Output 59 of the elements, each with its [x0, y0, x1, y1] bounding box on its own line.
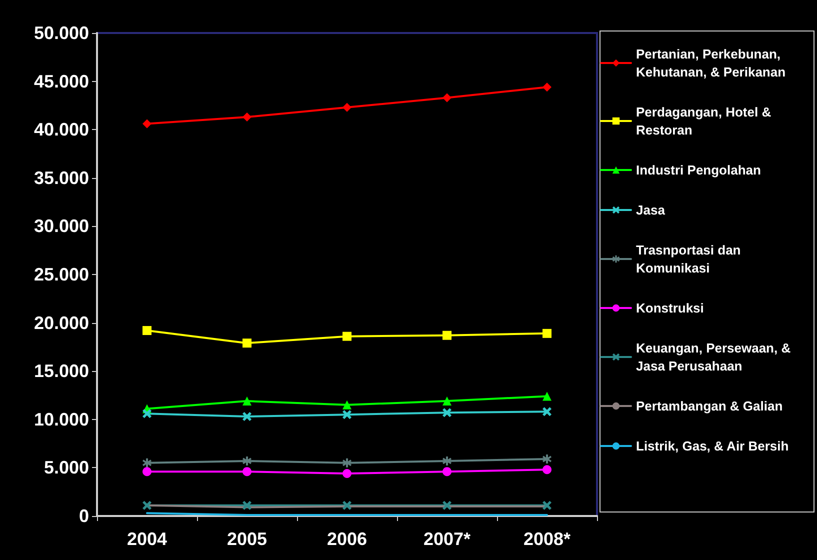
point — [442, 467, 452, 476]
point — [442, 500, 452, 510]
x-tick-label: 2005 — [226, 529, 268, 549]
point — [242, 412, 252, 421]
legend-label: Pertambangan & Galian — [636, 398, 783, 414]
point — [342, 410, 352, 420]
y-tick-label: 45.000 — [34, 71, 89, 92]
point — [142, 458, 152, 468]
y-tick-label: 50.000 — [34, 23, 89, 43]
point — [142, 500, 152, 510]
point — [442, 93, 452, 102]
point — [442, 330, 452, 340]
point — [142, 119, 152, 128]
legend-label: Perdagangan, Hotel & Restoran — [636, 104, 775, 138]
y-tick-label: 35.000 — [34, 168, 89, 188]
point — [542, 82, 552, 92]
x-tick-label: 2004 — [126, 529, 168, 549]
legend-label: Pertanian, Perkebunan, Kehutanan, & Perikanan — [636, 46, 786, 80]
y-tick-label: 25.000 — [34, 264, 89, 284]
point — [142, 467, 152, 476]
legend-label: Keuangan, Persewaan, & Jasa Perusahaan — [636, 340, 794, 374]
point — [242, 338, 252, 348]
point — [242, 467, 252, 476]
legend-label: Jasa — [636, 202, 666, 218]
point — [342, 400, 352, 410]
point — [542, 465, 552, 474]
point — [442, 456, 452, 466]
x-tick-label: 2008* — [523, 529, 571, 549]
point — [342, 458, 352, 468]
x-tick-label: 2006 — [326, 529, 368, 549]
x-tick-label: 2007* — [423, 529, 471, 549]
point — [342, 332, 352, 341]
point — [142, 409, 152, 418]
point — [442, 408, 452, 418]
legend-label: Industri Pengolahan — [636, 162, 762, 178]
point — [242, 112, 252, 122]
y-tick-label: 30.000 — [34, 216, 89, 236]
point — [442, 396, 452, 406]
y-tick-label: 15.000 — [34, 361, 89, 382]
point — [242, 396, 252, 406]
y-tick-label: 40.000 — [34, 120, 89, 140]
y-tick-label: 5.000 — [44, 458, 89, 478]
y-tick-label: 20.000 — [34, 312, 89, 333]
y-tick-label: 10.000 — [34, 409, 89, 430]
y-tick-label: 0 — [78, 506, 89, 526]
point — [342, 469, 352, 478]
legend-label: Trasnportasi dan Komunikasi — [636, 242, 744, 276]
point — [542, 454, 552, 464]
point — [242, 500, 252, 510]
point — [342, 500, 352, 510]
point — [542, 500, 552, 510]
point — [542, 392, 552, 401]
point — [142, 326, 152, 336]
legend-label: Listrik, Gas, & Air Bersih — [636, 438, 789, 454]
point — [242, 456, 252, 466]
point — [542, 328, 552, 338]
point — [542, 407, 552, 416]
point — [342, 102, 352, 112]
legend-label: Konstruksi — [636, 300, 704, 316]
